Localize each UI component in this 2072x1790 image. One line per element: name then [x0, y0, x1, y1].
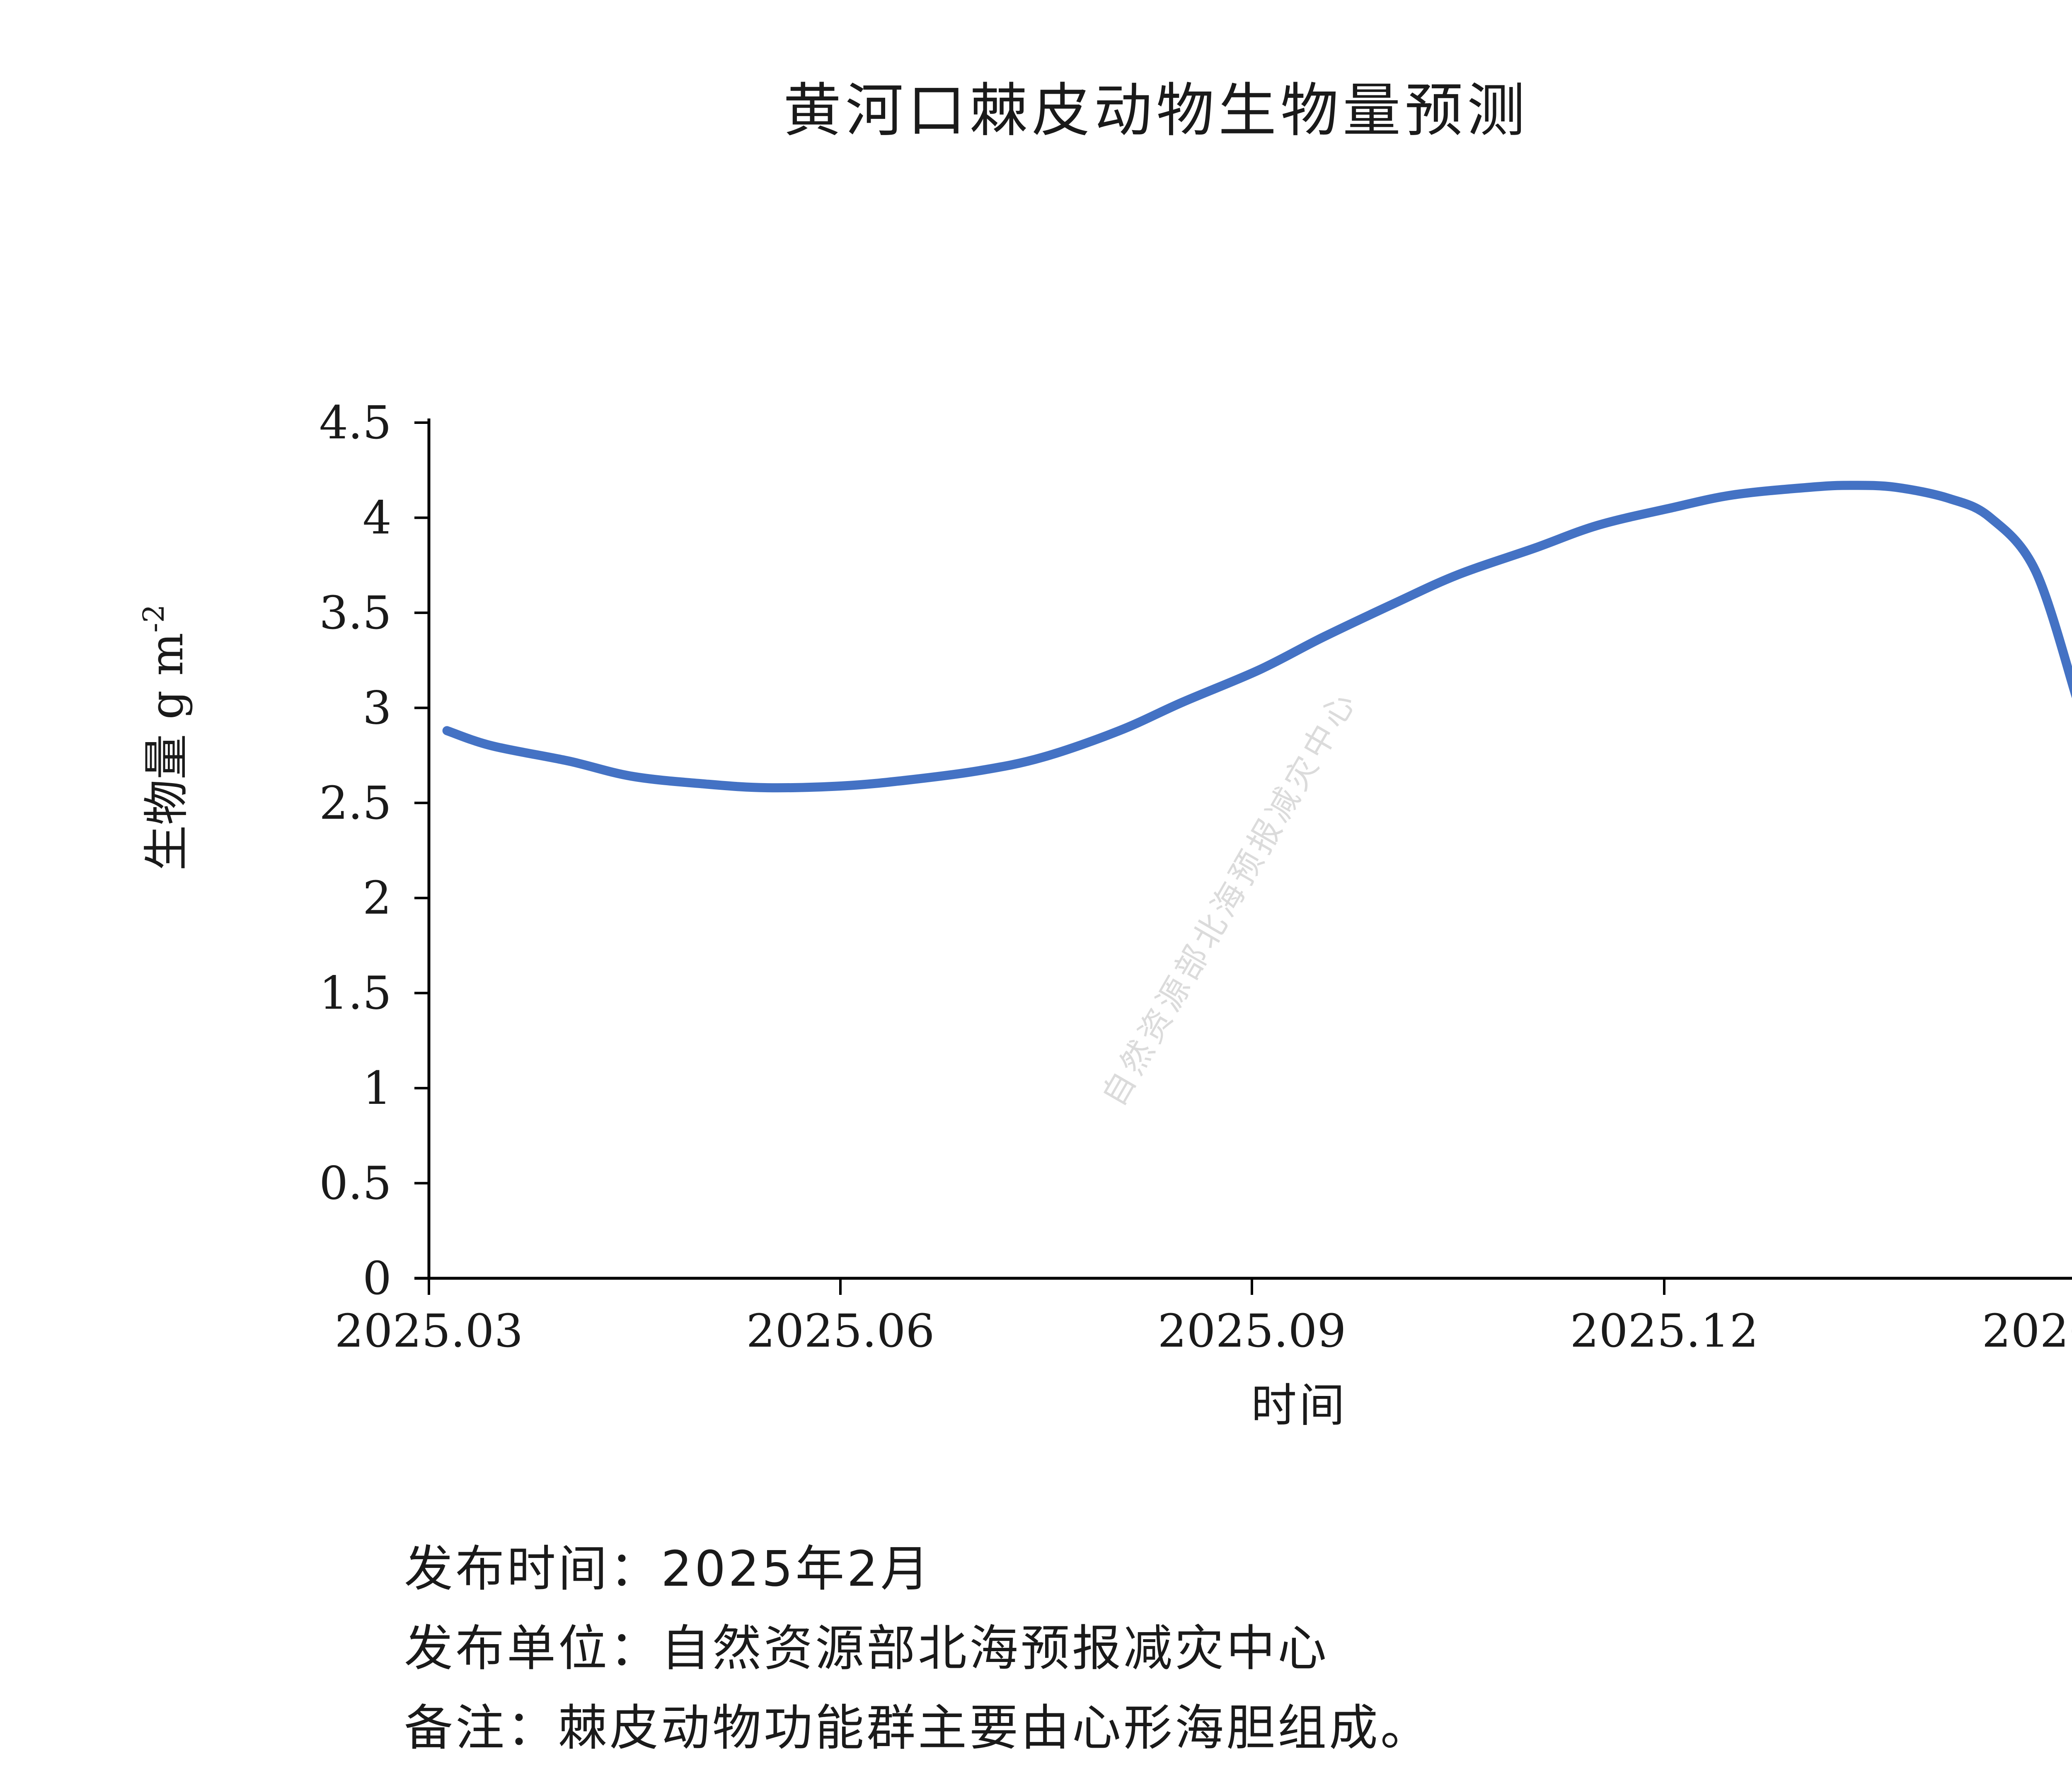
y-ticks: 0 0.5 1 1.5 2 2.5 3 3.5 4 4.5: [319, 396, 429, 1305]
series-layer: [442, 481, 2072, 793]
data-point: [979, 770, 980, 771]
release-time-value: 2025年2月: [661, 1540, 932, 1597]
x-axis-label: 时间: [1251, 1379, 1347, 1432]
x-tick-label: 2026.03: [1982, 1304, 2072, 1357]
y-tick-label: 4.5: [319, 396, 392, 449]
x-ticks: 2025.03 2025.06 2025.09 2025.12 2026.03: [335, 1278, 2072, 1357]
data-point: [1322, 637, 1323, 638]
y-tick-label: 1: [363, 1062, 392, 1115]
release-time-row: 发布时间：2025年2月: [404, 1529, 1432, 1609]
data-point: [1534, 548, 1535, 549]
x-tick-label: 2025.06: [746, 1304, 935, 1357]
y-tick-label: 1.5: [319, 967, 392, 1020]
data-point: [1042, 757, 1043, 758]
data-point: [1850, 485, 1851, 486]
y-axis-label-text: 生物量 g m: [140, 633, 193, 871]
y-tick-label: 0.5: [319, 1157, 392, 1210]
chart-title: 黄河口棘皮动物生物量预测: [783, 77, 1529, 145]
publisher-row: 发布单位：自然资源部北海预报减灾中心: [404, 1609, 1432, 1688]
x-tick-label: 2025.09: [1158, 1304, 1346, 1357]
data-point: [1182, 702, 1183, 703]
data-point: [1457, 574, 1458, 575]
series-line: [442, 481, 2072, 793]
watermark: 自然资源部北海预报减灾中心: [1095, 683, 1365, 1113]
publisher-label: 发布单位：: [404, 1620, 661, 1677]
publisher-value: 自然资源部北海预报减灾中心: [661, 1620, 1329, 1677]
data-point: [1895, 487, 1896, 488]
notes: 发布时间：2025年2月 发布单位：自然资源部北海预报减灾中心 备注：棘皮动物功…: [404, 1529, 1432, 1768]
data-point: [1810, 487, 1811, 488]
data-point: [907, 780, 908, 781]
data-point: [767, 787, 768, 788]
y-tick-label: 2: [363, 871, 392, 924]
data-point: [1949, 498, 1950, 499]
y-axis-label: 生物量 g m-2: [137, 605, 193, 871]
remark-value: 棘皮动物功能群主要由心形海胆组成。: [558, 1699, 1432, 1756]
remark-label: 备注：: [404, 1699, 559, 1756]
data-point: [492, 745, 493, 746]
x-tick-label: 2025.12: [1570, 1304, 1759, 1357]
data-point: [1990, 517, 1991, 518]
y-axis-label-superscript: -2: [137, 605, 171, 633]
y-tick-label: 4: [363, 491, 392, 544]
data-point: [447, 730, 448, 731]
release-time-label: 发布时间：: [404, 1540, 661, 1597]
y-tick-label: 0: [363, 1252, 392, 1305]
remark-row: 备注：棘皮动物功能群主要由心形海胆组成。: [404, 1688, 1432, 1768]
y-tick-label: 3.5: [319, 586, 392, 639]
data-point: [1394, 603, 1395, 604]
data-point: [1119, 730, 1120, 731]
y-tick-label: 2.5: [319, 776, 392, 830]
y-tick-label: 3: [363, 681, 392, 734]
axes: [414, 418, 2072, 1280]
x-tick-label: 2025.03: [335, 1304, 523, 1357]
